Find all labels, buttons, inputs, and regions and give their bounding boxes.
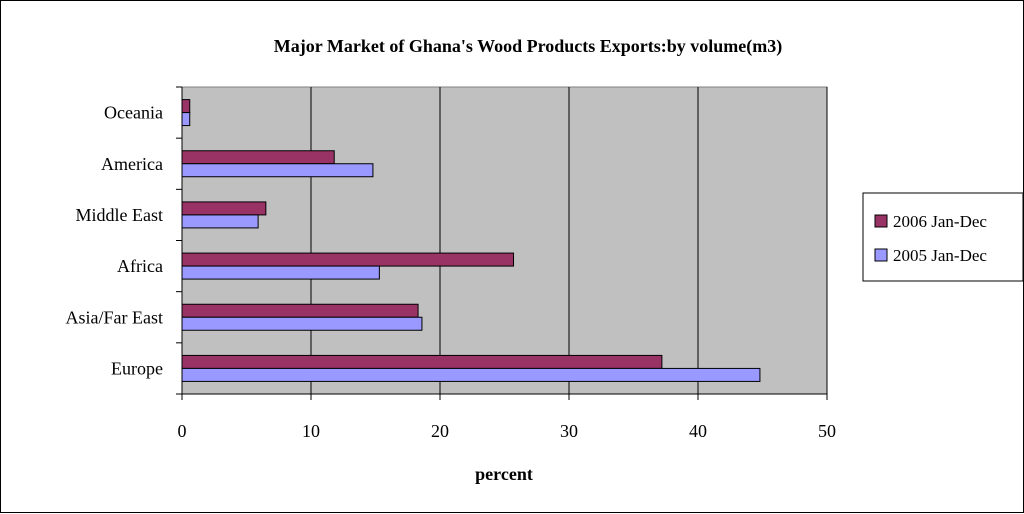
x-tick-label: 50 [818, 421, 836, 441]
x-tick-label: 20 [431, 421, 449, 441]
axes: 0 10 20 30 40 50 Europe Asia/Far East Africa Midd… [66, 86, 836, 441]
y-tick-label: Oceania [104, 103, 163, 123]
x-axis-title: percent [475, 464, 533, 484]
gridlines [310, 87, 828, 394]
plot-area [181, 86, 828, 395]
bar [181, 163, 374, 178]
bar [181, 99, 191, 114]
y-tick-label: Asia/Far East [66, 307, 163, 327]
x-tick-label: 40 [689, 421, 707, 441]
y-tick-label: Europe [111, 358, 163, 378]
legend-swatch [874, 248, 888, 262]
bar [181, 201, 267, 216]
bar [181, 150, 335, 165]
legend-label: 2006 Jan-Dec [893, 212, 987, 231]
y-tick-label: Africa [117, 256, 163, 276]
chart-title: Major Market of Ghana's Wood Products Ex… [274, 36, 783, 57]
x-tick-label: 0 [178, 421, 187, 441]
bar [181, 303, 419, 318]
bar [181, 354, 663, 369]
x-tick-label: 30 [560, 421, 578, 441]
bar [181, 367, 761, 382]
legend: 2006 Jan-Dec 2005 Jan-Dec [862, 192, 1024, 282]
x-tick-label: 10 [302, 421, 320, 441]
bar [181, 316, 423, 331]
bar [181, 112, 191, 127]
legend-label: 2005 Jan-Dec [893, 246, 987, 265]
legend-swatch [874, 214, 888, 228]
bar [181, 252, 515, 267]
legend-box [862, 192, 1024, 282]
bar [181, 265, 380, 280]
y-tick-label: America [101, 154, 163, 174]
bars [181, 99, 761, 382]
y-tick-label: Middle East [76, 205, 164, 225]
bar [181, 214, 259, 229]
